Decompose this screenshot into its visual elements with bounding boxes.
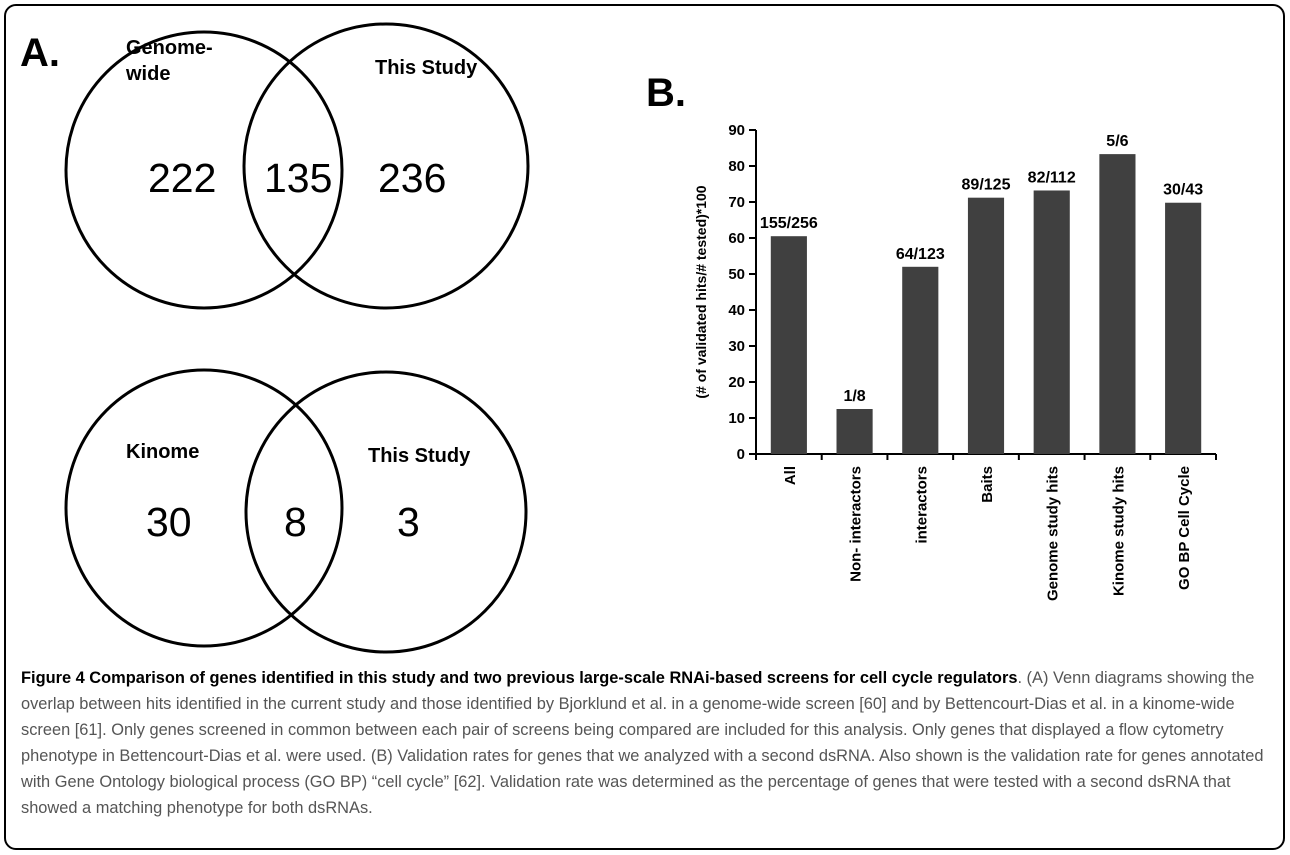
x-tick-label: Kinome study hits xyxy=(1110,466,1127,596)
y-tick-label: 30 xyxy=(728,338,745,355)
venn-bottom-left-count: 30 xyxy=(146,499,192,545)
data-label: 1/8 xyxy=(843,388,865,405)
y-tick-label: 50 xyxy=(728,266,745,283)
y-tick-label: 70 xyxy=(728,194,745,211)
venn-bottom-right-label: This Study xyxy=(368,445,471,467)
bar xyxy=(902,266,939,454)
venn-top-left-circle xyxy=(64,30,344,310)
venn-top: Genome- wide This Study 222 135 236 xyxy=(64,22,530,310)
venn-top-overlap-count: 135 xyxy=(264,155,332,201)
x-tick-label: interactors xyxy=(913,466,930,544)
bar xyxy=(1033,190,1070,455)
bar-chart: (# of validated hits/# tested)*100 0 10 20… xyxy=(693,122,1217,601)
venn-bottom-overlap-count: 8 xyxy=(284,499,307,545)
venn-bottom-right-circle xyxy=(244,370,528,654)
x-tick-label: All xyxy=(782,466,799,485)
venn-bottom-left-label: Kinome xyxy=(126,441,199,463)
figure-canvas: A. Genome- wide This Study 222 135 236 K… xyxy=(20,22,1217,654)
data-labels: 155/256 1/8 64/123 89/125 82/112 5/6 30/43 xyxy=(760,133,1203,405)
venn-bottom-right-count: 3 xyxy=(397,499,420,545)
venn-top-left-count: 222 xyxy=(148,155,216,201)
y-tick-label: 0 xyxy=(737,446,745,463)
venn-top-left-label-line2: wide xyxy=(125,63,170,85)
data-label: 5/6 xyxy=(1106,133,1128,150)
panel-a-label: A. xyxy=(20,31,60,75)
y-tick-label: 20 xyxy=(728,374,745,391)
venn-top-right-count: 236 xyxy=(378,155,446,201)
data-label: 155/256 xyxy=(760,215,818,232)
venn-top-right-circle xyxy=(242,22,530,310)
venn-bottom-left-circle xyxy=(64,368,344,648)
y-axis-label: (# of validated hits/# tested)*100 xyxy=(693,185,709,398)
y-tick-label: 60 xyxy=(728,230,745,247)
y-ticks: 0 10 20 30 40 50 60 70 80 90 xyxy=(728,122,756,463)
x-tick-labels: All Non- interactors interactors Baits Genom… xyxy=(755,454,1217,601)
bar xyxy=(967,197,1005,454)
caption-title: Figure 4 Comparison of genes identified … xyxy=(21,669,1018,687)
panel-b-label: B. xyxy=(646,71,686,115)
caption-body: . (A) Venn diagrams showing the overlap … xyxy=(21,669,1264,817)
x-tick-label: Non- interactors xyxy=(848,466,865,582)
bar xyxy=(1099,154,1136,454)
y-tick-label: 80 xyxy=(728,158,745,175)
x-tick-label: Baits xyxy=(979,466,996,503)
x-tick-label: Genome study hits xyxy=(1045,466,1062,601)
bars xyxy=(770,154,1202,455)
venn-bottom: Kinome This Study 30 8 3 xyxy=(64,368,528,654)
venn-top-left-label-line1: Genome- xyxy=(126,37,213,59)
y-tick-label: 10 xyxy=(728,410,745,427)
venn-top-right-label: This Study xyxy=(375,57,478,79)
bar xyxy=(836,409,873,454)
bar xyxy=(770,236,807,454)
x-tick-label: GO BP Cell Cycle xyxy=(1176,466,1193,590)
figure-frame: A. Genome- wide This Study 222 135 236 K… xyxy=(4,4,1285,850)
figure-caption: Figure 4 Comparison of genes identified … xyxy=(21,665,1276,821)
data-label: 30/43 xyxy=(1163,182,1203,199)
y-tick-label: 40 xyxy=(728,302,745,319)
data-label: 89/125 xyxy=(962,177,1011,194)
data-label: 82/112 xyxy=(1028,169,1076,186)
bar xyxy=(1165,202,1202,454)
y-tick-label: 90 xyxy=(728,122,745,139)
data-label: 64/123 xyxy=(896,246,945,263)
